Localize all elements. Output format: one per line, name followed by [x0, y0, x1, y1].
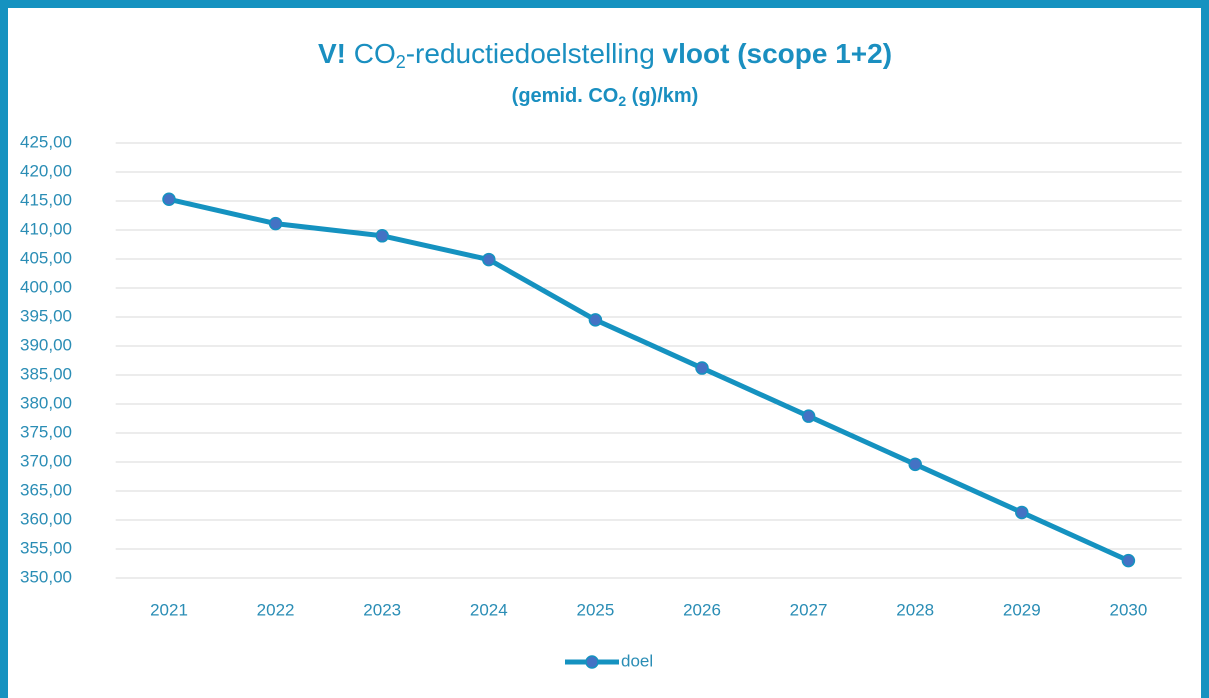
marker	[1121, 553, 1136, 568]
y-tick-label: 390,00	[20, 335, 72, 354]
x-tick-label: 2023	[363, 600, 401, 619]
title-part: vloot (scope 1+2)	[663, 38, 893, 69]
x-tick-label: 2022	[257, 600, 295, 619]
marker	[695, 361, 709, 375]
title-part: -reductiedoelstelling	[406, 38, 663, 69]
x-tick-label: 2026	[683, 600, 721, 619]
y-tick-label: 415,00	[20, 190, 72, 209]
y-tick-label: 395,00	[20, 306, 72, 325]
y-tick-label: 400,00	[20, 277, 72, 296]
y-tick-label: 365,00	[20, 480, 72, 499]
y-tick-label: 360,00	[20, 509, 72, 528]
marker	[482, 252, 496, 267]
y-tick-label: 355,00	[20, 538, 72, 557]
x-tick-label: 2024	[470, 600, 508, 619]
x-tick-label: 2027	[790, 600, 828, 619]
x-tick-label: 2025	[576, 600, 614, 619]
subtitle-part: (gemid. CO	[512, 85, 619, 107]
marker	[908, 457, 922, 472]
y-tick-label: 420,00	[20, 161, 72, 180]
chart-subtitle: (gemid. CO2 (g)/km)	[512, 85, 699, 108]
y-tick-label: 405,00	[20, 248, 72, 267]
marker	[1015, 505, 1029, 520]
marker	[801, 409, 816, 423]
subtitle-part: (g)/km)	[626, 85, 698, 107]
y-tick-label: 375,00	[20, 422, 72, 441]
chart-title: V! CO2-reductiedoelstelling vloot (scope…	[318, 38, 892, 71]
line	[168, 196, 1130, 563]
x-tick-label: 2029	[1003, 600, 1041, 619]
y-tick-label: 425,00	[20, 132, 72, 151]
title-part: 2	[396, 52, 406, 72]
marker	[162, 192, 176, 207]
x-tick-label: 2030	[1109, 600, 1147, 619]
x-tick-label: 2028	[896, 600, 934, 619]
y-tick-label: 350,00	[20, 567, 72, 586]
y-tick-label: 370,00	[20, 451, 72, 470]
y-tick-label: 385,00	[20, 364, 72, 383]
legend-label: doel	[621, 651, 653, 670]
title-part: V!	[318, 38, 346, 69]
legend-marker	[585, 655, 599, 669]
title-part: CO	[346, 38, 396, 69]
marker	[588, 313, 603, 327]
x-tick-label: 2021	[150, 600, 188, 619]
y-tick-label: 410,00	[20, 219, 72, 238]
subtitle-part: 2	[618, 93, 626, 109]
y-tick-label: 380,00	[20, 393, 72, 412]
marker	[268, 216, 283, 231]
marker	[375, 229, 389, 243]
